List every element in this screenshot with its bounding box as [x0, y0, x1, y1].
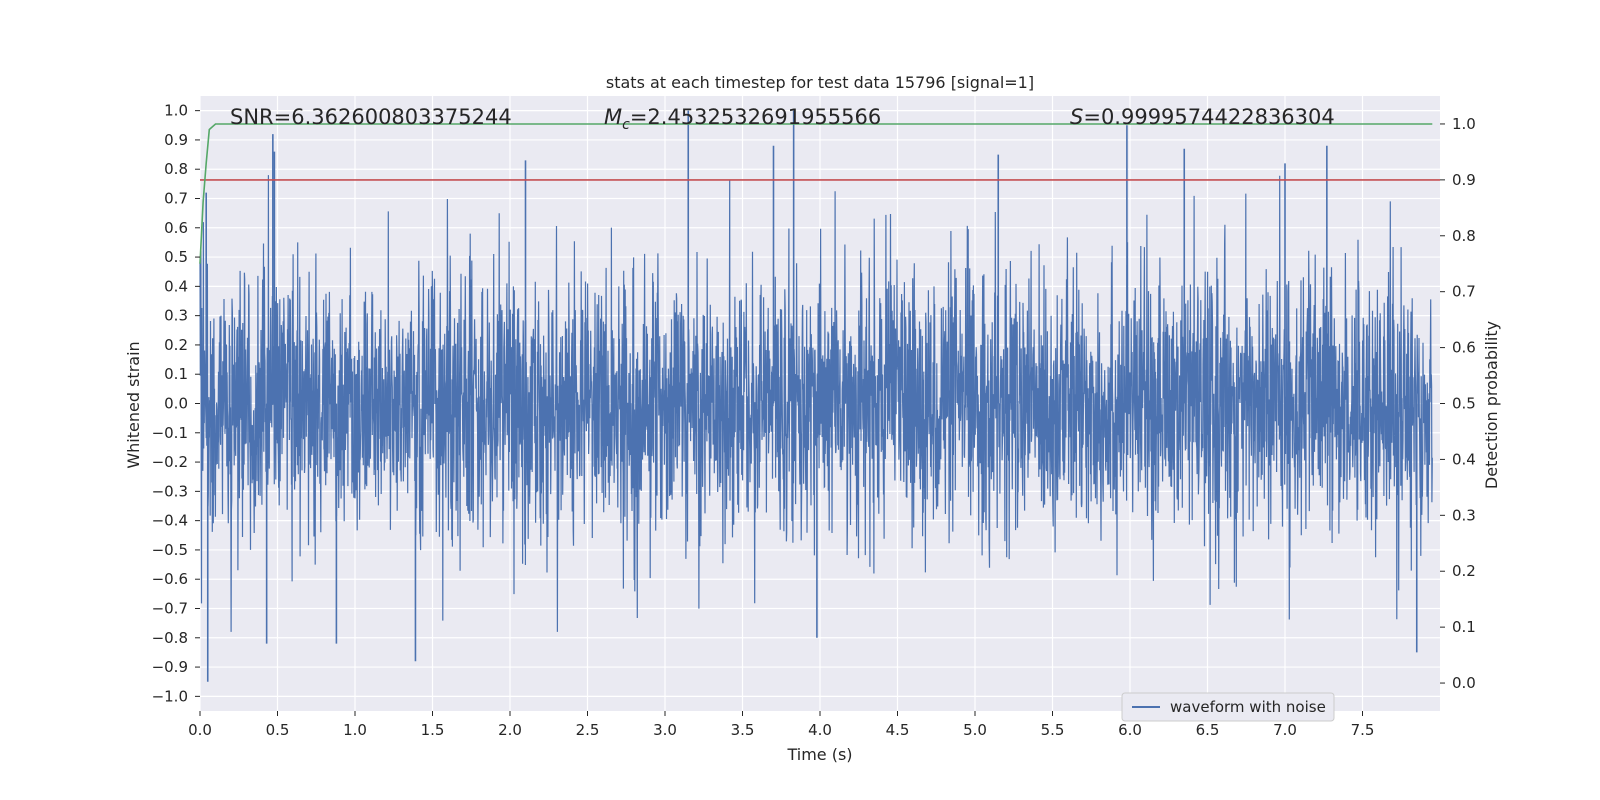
y-right-tick-label: 0.9 [1452, 171, 1476, 189]
y-right-tick-label: 0.6 [1452, 339, 1476, 357]
y-tick-label: 0.8 [164, 160, 188, 178]
probability-series [199, 123, 1440, 264]
y-tick-label: 0.2 [164, 336, 188, 354]
mc-subscript: c [622, 117, 630, 133]
y-right-tick-label: 0.2 [1452, 562, 1476, 580]
y-axis-right-label: Detection probability [1482, 321, 1501, 489]
legend: waveform with noise [1121, 692, 1335, 722]
y-right-tick-label: 1.0 [1452, 115, 1476, 133]
y-right-tick-label: 0.0 [1452, 674, 1476, 692]
mc-value: =2.4532532691955566 [630, 105, 881, 129]
y-axis-right: 1.0 0.9 0.8 0.7 0.6 0.5 0.4 0.3 0.2 0.1 0.0 [1440, 115, 1476, 692]
s-symbol: S [1070, 105, 1083, 129]
x-tick-label: 5.0 [963, 721, 987, 739]
y-axis-label: Whitened strain [124, 341, 143, 468]
y-tick-label: −0.1 [152, 424, 188, 442]
y-right-tick-label: 0.5 [1452, 395, 1476, 413]
x-tick-label: 0.0 [188, 721, 212, 739]
y-tick-label: −0.3 [152, 482, 188, 500]
y-tick-label: 0.3 [164, 307, 188, 325]
y-tick-label: 0.6 [164, 219, 188, 237]
y-tick-label: 0.0 [164, 395, 188, 413]
y-tick-label: 0.7 [164, 190, 188, 208]
legend-box [1121, 692, 1335, 722]
y-right-tick-label: 0.3 [1452, 506, 1476, 524]
y-tick-label: −0.6 [152, 570, 188, 588]
x-tick-label: 4.0 [808, 721, 832, 739]
x-tick-label: 7.5 [1351, 721, 1375, 739]
y-right-tick-label: 0.7 [1452, 283, 1476, 301]
y-right-tick-label: 0.8 [1452, 227, 1476, 245]
y-right-tick-label: 0.1 [1452, 618, 1476, 636]
y-tick-label: −0.8 [152, 629, 188, 647]
x-tick-label: 0.5 [266, 721, 290, 739]
chart-title: stats at each timestep for test data 157… [606, 73, 1034, 92]
y-tick-label: −0.2 [152, 453, 188, 471]
snr-annotation: SNR=6.362600803375244 [230, 105, 512, 129]
y-tick-label: 0.9 [164, 131, 188, 149]
x-tick-label: 7.0 [1273, 721, 1297, 739]
mc-annotation: Mc=2.4532532691955566 [604, 105, 881, 133]
y-tick-label: 0.4 [164, 277, 188, 295]
x-tick-label: 2.0 [498, 721, 522, 739]
waveform-series [199, 110, 1433, 682]
y-right-tick-label: 0.4 [1452, 450, 1476, 468]
s-annotation: S=0.9999574422836304 [1070, 105, 1335, 129]
x-tick-label: 4.5 [886, 721, 910, 739]
x-tick-label: 6.0 [1118, 721, 1142, 739]
y-tick-label: −0.5 [152, 541, 188, 559]
y-tick-label: −1.0 [152, 687, 188, 705]
x-tick-label: 2.5 [576, 721, 600, 739]
x-tick-label: 5.5 [1041, 721, 1065, 739]
legend-label: waveform with noise [1170, 698, 1326, 716]
x-axis-label: Time (s) [786, 745, 852, 764]
x-tick-label: 3.5 [731, 721, 755, 739]
y-axis-left: 1.0 0.9 0.8 0.7 0.6 0.5 0.4 0.3 0.2 0.1 0.0 −0.1 −0.… [152, 102, 200, 705]
y-tick-label: 1.0 [164, 102, 188, 120]
x-tick-label: 3.0 [653, 721, 677, 739]
y-tick-label: 0.1 [164, 365, 188, 383]
x-axis: 0.0 0.5 1.0 1.5 2.0 2.5 3.0 3.5 4.0 4.5 5.0 5.5 6.0 6… [188, 711, 1374, 739]
y-tick-label: −0.7 [152, 600, 188, 618]
y-tick-label: 0.5 [164, 248, 188, 266]
probability-line [199, 123, 1433, 264]
s-value: =0.9999574422836304 [1083, 105, 1334, 129]
mc-symbol: M [604, 105, 622, 129]
x-tick-label: 6.5 [1196, 721, 1220, 739]
y-tick-label: −0.9 [152, 658, 188, 676]
y-tick-label: −0.4 [152, 512, 188, 530]
x-tick-label: 1.0 [343, 721, 367, 739]
x-tick-label: 1.5 [421, 721, 445, 739]
